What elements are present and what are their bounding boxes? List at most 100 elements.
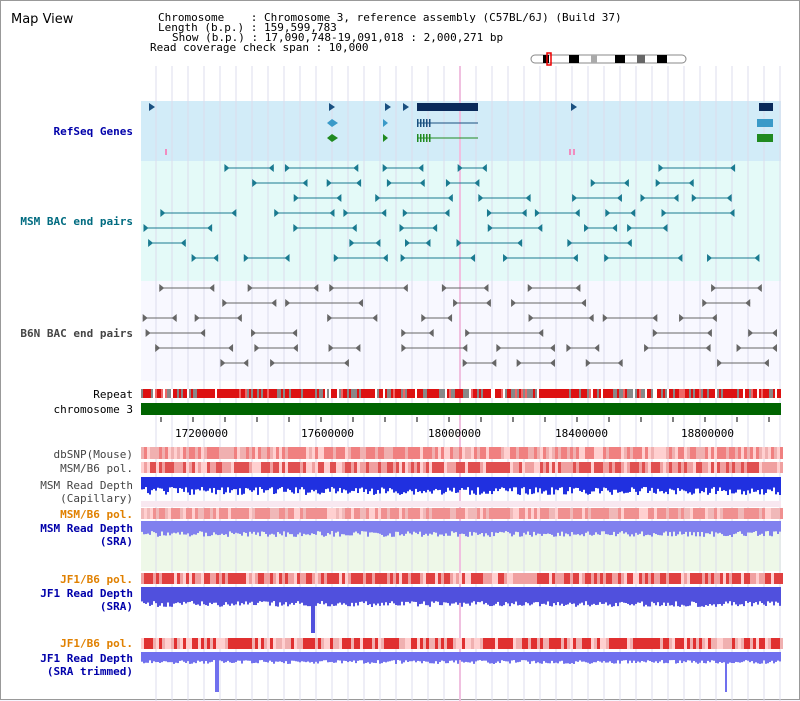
repeat-cell	[541, 389, 543, 398]
depth-bar	[185, 477, 187, 488]
heatmap-cell	[252, 508, 255, 519]
label-msm-depth-cap-2: (Capillary)	[60, 492, 133, 505]
repeat-cell	[441, 389, 443, 398]
chromosome-ideogram[interactable]	[529, 52, 689, 66]
depth-bar	[719, 587, 721, 605]
depth-bar	[583, 477, 585, 490]
repeat-cell	[667, 389, 669, 398]
bac-end-marker	[401, 329, 407, 337]
repeat-cell	[651, 389, 653, 398]
depth-bar	[541, 587, 543, 604]
heatmap-cell	[282, 508, 285, 519]
heatmap-cell	[426, 462, 429, 473]
depth-bar	[757, 587, 759, 605]
depth-bar	[275, 587, 277, 607]
depth-bar	[507, 652, 509, 662]
depth-bar	[295, 652, 297, 662]
depth-bar	[311, 477, 313, 490]
repeat-cell	[597, 389, 599, 398]
depth-bar	[467, 587, 469, 604]
depth-bar	[599, 587, 601, 603]
heatmap-cell	[771, 462, 774, 473]
repeat-cell	[315, 389, 317, 398]
repeat-cell	[391, 389, 393, 398]
bac-end-marker	[224, 164, 230, 172]
heatmap-cell	[744, 447, 747, 459]
repeat-cell	[537, 389, 539, 398]
repeat-cell	[429, 389, 431, 398]
heatmap-cell	[387, 508, 390, 519]
depth-bar	[761, 652, 763, 664]
heatmap-cell	[621, 638, 624, 649]
depth-bar	[247, 652, 249, 661]
depth-bar	[707, 652, 709, 661]
repeat-cell	[435, 389, 437, 398]
depth-bar	[485, 652, 487, 661]
depth-bar	[309, 521, 311, 536]
heatmap-cell	[288, 573, 291, 584]
depth-bar	[261, 477, 263, 490]
depth-bar	[709, 652, 711, 663]
depth-bar	[279, 652, 281, 662]
depth-bar	[289, 477, 291, 491]
depth-bar	[577, 477, 579, 488]
depth-bar	[733, 521, 735, 535]
depth-bar	[451, 652, 453, 661]
heatmap-cell	[774, 573, 777, 584]
bac-end-marker	[456, 239, 462, 247]
heatmap-cell	[753, 447, 756, 459]
repeat-cell	[623, 389, 625, 398]
depth-bar	[451, 521, 453, 532]
heatmap-cell	[627, 462, 630, 473]
depth-bar	[259, 477, 261, 488]
heatmap-cell	[186, 508, 189, 519]
repeat-cell	[303, 389, 305, 398]
depth-bar	[321, 521, 323, 536]
repeat-cell	[473, 389, 475, 398]
bac-end-marker	[247, 284, 253, 292]
depth-bar	[217, 587, 219, 606]
heatmap-cell	[327, 508, 330, 519]
depth-bar	[167, 521, 169, 533]
depth-bar	[329, 652, 331, 663]
depth-bar	[319, 477, 321, 495]
heatmap-cell	[561, 638, 564, 649]
depth-bar	[759, 587, 761, 602]
depth-bar	[285, 587, 287, 603]
bac-end-marker	[270, 359, 276, 367]
heatmap-cell	[255, 508, 258, 519]
heatmap-cell	[420, 462, 423, 473]
depth-bar	[255, 652, 257, 663]
heatmap-cell	[447, 573, 450, 584]
depth-bar	[775, 587, 777, 602]
repeat-cell	[561, 389, 563, 398]
repeat-cell	[149, 389, 151, 398]
depth-bar	[425, 521, 427, 534]
heatmap-cell	[504, 447, 507, 459]
heatmap-cell	[216, 462, 219, 473]
depth-bar	[231, 521, 233, 533]
depth-bar	[345, 477, 347, 491]
heatmap-cell	[693, 508, 696, 519]
repeat-cell	[493, 389, 495, 398]
depth-bar	[423, 521, 425, 535]
depth-bar	[143, 652, 145, 664]
repeat-cell	[739, 389, 741, 398]
repeat-cell	[397, 389, 399, 398]
depth-bar	[165, 587, 167, 607]
depth-bar	[675, 652, 677, 664]
heatmap-cell	[342, 508, 345, 519]
depth-bar	[653, 477, 655, 493]
depth-bar	[249, 587, 251, 603]
bac-end-marker	[326, 179, 332, 187]
depth-bar	[241, 587, 243, 604]
heatmap-cell	[147, 638, 150, 649]
depth-bar	[155, 521, 157, 534]
depth-bar	[271, 587, 273, 603]
repeat-cell	[593, 389, 595, 398]
depth-bar	[667, 652, 669, 664]
heatmap-cell	[417, 462, 420, 473]
bac-end-marker	[481, 164, 487, 172]
depth-bar	[551, 477, 553, 488]
